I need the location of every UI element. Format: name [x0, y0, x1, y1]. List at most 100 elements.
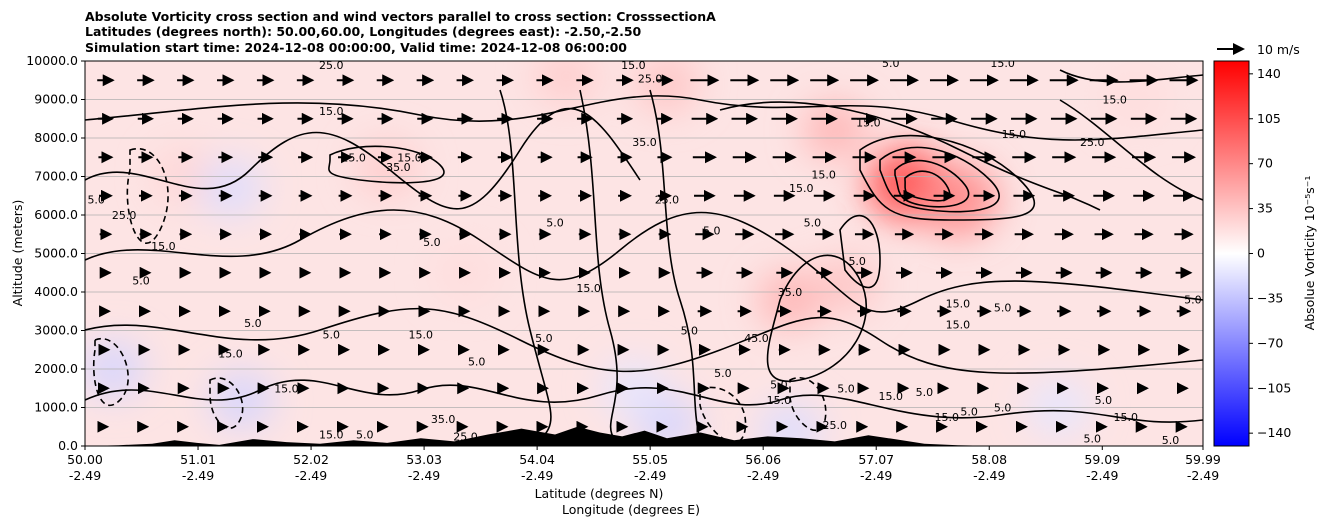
contour-label: 5.0 — [244, 317, 262, 330]
x-tick-label-lat: 50.00 — [67, 452, 103, 467]
x-tick-label-lon: -2.49 — [634, 468, 666, 483]
vorticity-blob — [634, 61, 699, 113]
colorbar-tick-label: −105 — [1257, 380, 1291, 395]
contour-line — [328, 145, 445, 184]
contour-label: 5.0 — [960, 405, 978, 418]
contour-label: 5.0 — [322, 328, 340, 341]
contour-line — [719, 101, 1101, 211]
x-tick-label-lat: 53.03 — [406, 452, 442, 467]
contour-label: 35.0 — [632, 136, 657, 149]
chart-title-line-3: Simulation start time: 2024-12-08 00:00:… — [85, 40, 627, 55]
contour-label: 25.0 — [112, 209, 137, 222]
contour-label: 25.0 — [319, 59, 344, 72]
x-tick-label-lon: -2.49 — [69, 468, 101, 483]
contour-label: 35.0 — [431, 413, 456, 426]
x-tick-label-lat: 59.99 — [1185, 452, 1221, 467]
x-axis-label-longitude: Longitude (degrees E) — [562, 502, 700, 517]
contour-line — [85, 95, 1203, 141]
x-tick-label-lon: -2.49 — [860, 468, 892, 483]
contour-label: 15.0 — [1002, 128, 1027, 141]
contour-label: 5.0 — [1095, 394, 1113, 407]
contour-label: 5.0 — [994, 301, 1012, 314]
y-tick-label: 6000.0 — [34, 207, 78, 222]
colorbar-tick-label: 140 — [1257, 66, 1281, 81]
vorticity-blob — [917, 163, 998, 236]
colorbar: 140 105 70 35 0 −35 −70 −105 −140 Absolue Vortic… — [1213, 60, 1317, 447]
colorbar-tick-label: −35 — [1257, 290, 1283, 305]
contour-label: 5.0 — [681, 325, 699, 338]
contour-label: 25.0 — [453, 430, 478, 443]
x-tick-label-lon: -2.49 — [747, 468, 779, 483]
y-tick-label: 0.0 — [58, 438, 78, 453]
y-tick-label: 3000.0 — [34, 323, 78, 338]
negative-contour — [126, 147, 169, 244]
contour-label: 15.0 — [789, 182, 814, 195]
contour-label: 15.0 — [767, 394, 792, 407]
contour-label: 35.0 — [778, 286, 803, 299]
horizontal-gridlines — [85, 61, 1203, 446]
plot-area: 25.025.015.0 5.0 15.015.015.015.025.035.03… — [85, 57, 1203, 446]
colorbar-gradient — [1213, 60, 1250, 447]
x-tick-label-lat: 56.06 — [745, 452, 781, 467]
contour-label: 45.0 — [744, 332, 769, 345]
colorbar-tick-label: 105 — [1257, 111, 1281, 126]
x-tick-label-lat: 58.08 — [971, 452, 1007, 467]
contour-label: 5.0 — [356, 428, 374, 441]
chart-title-line-1: Absolute Vorticity cross section and win… — [85, 9, 716, 24]
vorticity-field — [85, 61, 1169, 446]
x-tick-label-lat: 52.02 — [293, 452, 329, 467]
contour-label: 35.0 — [386, 161, 411, 174]
y-tick-label: 2000.0 — [34, 361, 78, 376]
contour-label: 25.0 — [655, 194, 680, 207]
contour-label: 5.0 — [916, 386, 934, 399]
vorticity-blob — [758, 270, 823, 329]
contour-label: 15.0 — [811, 169, 836, 182]
contour-label: 15.0 — [990, 57, 1015, 70]
contour-label: 15.0 — [856, 117, 881, 130]
y-tick-label: 10000.0 — [26, 53, 78, 68]
colorbar-tick-label: 35 — [1257, 201, 1273, 216]
contour-label: 15.0 — [1102, 94, 1127, 107]
contour-label: 15.0 — [408, 328, 433, 341]
contour-line — [85, 209, 1203, 313]
vorticity-blob — [814, 255, 879, 314]
contour-label: 5.0 — [535, 332, 553, 345]
contour-label: 5.0 — [546, 217, 564, 230]
terrain — [85, 426, 1203, 446]
contour-label: 5.0 — [132, 274, 150, 287]
colorbar-tick-label: −70 — [1257, 335, 1283, 350]
contour-line — [839, 214, 881, 289]
vorticity-blob — [534, 61, 599, 106]
contour-line — [85, 307, 1203, 374]
negative-contour — [92, 337, 129, 407]
x-tick-label-lon: -2.49 — [1086, 468, 1118, 483]
contour-label: 15.0 — [1114, 411, 1139, 424]
contour-label: 25.0 — [638, 72, 663, 85]
contour-label: 15.0 — [621, 59, 646, 72]
y-tick-label: 1000.0 — [34, 400, 78, 415]
chart-title-line-2: Latitudes (degrees north): 50.00,60.00, … — [85, 24, 642, 39]
x-tick-label-lon: -2.49 — [973, 468, 1005, 483]
contour-label: 15.0 — [946, 298, 971, 311]
contour-labels: 25.025.015.0 5.0 15.015.015.015.025.035.03… — [87, 57, 1201, 446]
y-tick-label: 4000.0 — [34, 284, 78, 299]
x-tick-label-lat: 54.04 — [519, 452, 555, 467]
y-axis-label: Altitude (meters) — [10, 200, 25, 307]
contour-label: 15.0 — [274, 382, 299, 395]
negative-contour — [209, 377, 244, 429]
x-tick-label-lat: 55.05 — [632, 452, 668, 467]
contour-label: 15.0 — [576, 282, 601, 295]
quiver-key-label: 10 m/s — [1257, 42, 1300, 57]
contour-label: 5.0 — [882, 57, 900, 70]
contour-line — [85, 107, 641, 210]
colorbar-tick-label: −140 — [1257, 425, 1291, 440]
contour-label: 5.0 — [87, 194, 105, 207]
contour-label: 15.0 — [879, 390, 904, 403]
quiver-key: 10 m/s — [1217, 42, 1300, 57]
y-tick-label: 9000.0 — [34, 92, 78, 107]
x-tick-label-lat: 57.07 — [858, 452, 894, 467]
contour-label: 5.0 — [837, 382, 855, 395]
x-tick-label-lon: -2.49 — [182, 468, 214, 483]
contour-label: 15.0 — [319, 105, 344, 118]
contour-label: 5.0 — [848, 255, 866, 268]
